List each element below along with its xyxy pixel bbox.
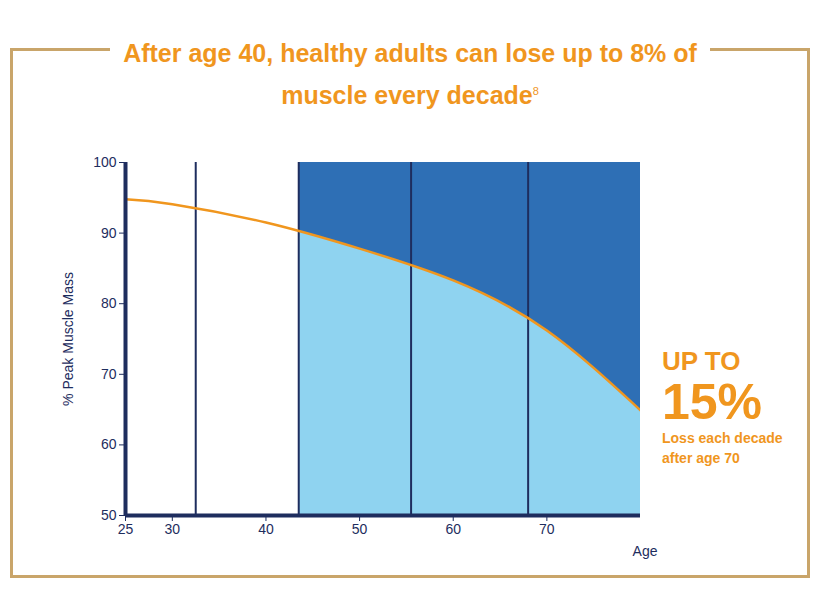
svg-text:% Peak Muscle Mass: % Peak Muscle Mass (60, 272, 76, 406)
svg-text:70: 70 (539, 521, 555, 537)
svg-text:80: 80 (101, 295, 117, 311)
svg-text:100: 100 (93, 154, 117, 170)
svg-text:25: 25 (118, 521, 134, 537)
svg-text:30: 30 (165, 521, 181, 537)
svg-text:Age: Age (633, 543, 658, 559)
svg-text:90: 90 (101, 225, 117, 241)
svg-text:40: 40 (258, 521, 274, 537)
html-text:Loss each decade: Loss each decade (662, 430, 783, 446)
html-text:UP TO: UP TO (662, 346, 741, 376)
svg-text:50: 50 (101, 507, 117, 523)
svg-text:70: 70 (101, 366, 117, 382)
html-text:After age 40, healthy adults c: After age 40, healthy adults can lose up… (123, 39, 697, 110)
svg-text:60: 60 (101, 436, 117, 452)
svg-text:50: 50 (352, 521, 368, 537)
svg-text:60: 60 (445, 521, 461, 537)
html-text:15%: 15% (662, 374, 763, 430)
html-text:after age 70: after age 70 (662, 450, 740, 466)
html-text:8: 8 (532, 85, 539, 97)
